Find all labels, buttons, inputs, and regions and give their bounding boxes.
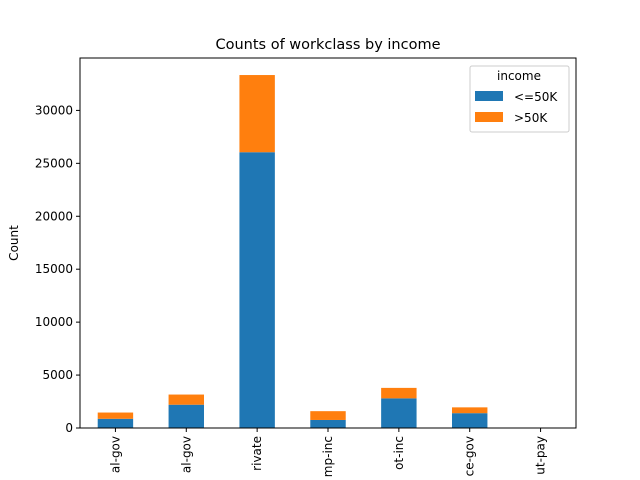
bar-le50k-6 — [452, 413, 488, 428]
legend-label-le50k: <=50K — [514, 90, 558, 104]
y-tick-label: 15000 — [35, 262, 73, 276]
bar-le50k-4 — [310, 419, 346, 428]
bar-gt50k-6 — [452, 407, 488, 414]
chart-title: Counts of workclass by income — [215, 37, 440, 53]
x-tick-label: mp-inc — [321, 436, 335, 477]
y-tick-label: 0 — [65, 421, 73, 435]
legend-title: income — [497, 69, 541, 83]
y-tick-label: 30000 — [35, 103, 73, 117]
x-tick-label: al-gov — [108, 436, 122, 473]
x-tick-label: ce-gov — [463, 436, 477, 476]
bar-gt50k-1 — [97, 412, 134, 419]
y-tick-label: 20000 — [35, 209, 73, 223]
legend-swatch-le50k — [475, 91, 503, 101]
legend: income <=50K >50K — [469, 65, 570, 133]
bar-gt50k-4 — [310, 411, 346, 420]
y-tick-label: 10000 — [35, 315, 73, 329]
bar-gt50k-5 — [381, 387, 417, 399]
x-tick-label: al-gov — [179, 436, 193, 473]
x-tick-label: ot-inc — [392, 436, 406, 470]
bar-le50k-1 — [97, 418, 134, 428]
legend-label-gt50k: >50K — [514, 111, 548, 125]
bar-le50k-5 — [381, 398, 417, 428]
legend-swatch-gt50k — [475, 112, 503, 122]
bar-gt50k-2 — [168, 394, 204, 405]
y-tick-label: 25000 — [35, 156, 73, 170]
bars — [97, 75, 559, 428]
y-axis-label: Count — [7, 225, 21, 261]
x-tick-label: rivate — [250, 436, 264, 471]
bar-le50k-3 — [239, 152, 275, 428]
y-axis: 0 5000 10000 15000 20000 25000 30000 — [35, 103, 80, 435]
x-axis: al-gov al-gov rivate mp-inc ot-inc ce-gov ut-p… — [108, 428, 548, 477]
bar-gt50k-3 — [239, 75, 275, 153]
x-tick-label: ut-pay — [534, 436, 548, 475]
y-tick-label: 5000 — [42, 368, 73, 382]
bar-le50k-2 — [168, 404, 204, 428]
